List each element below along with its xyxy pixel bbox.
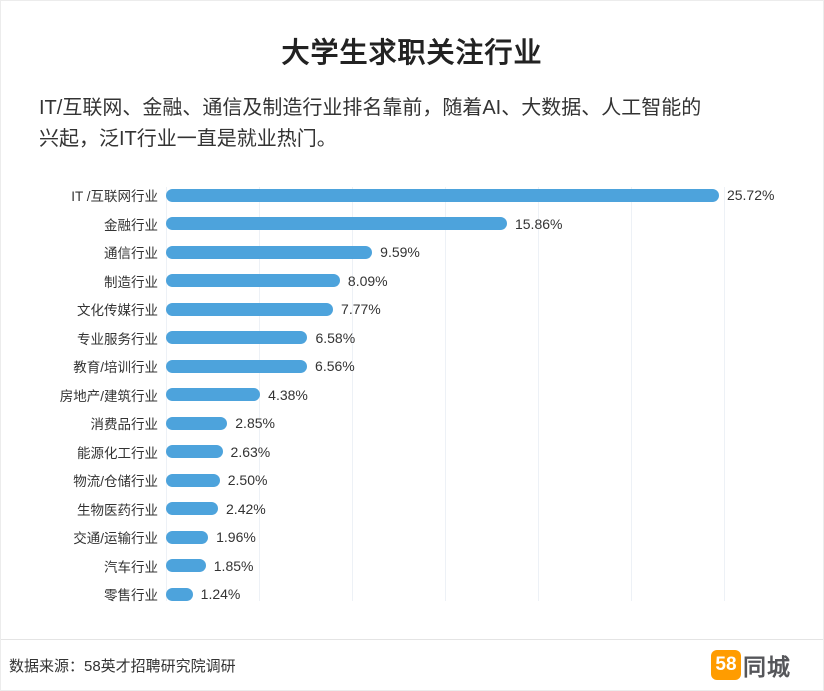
value-label: 2.63% xyxy=(230,443,271,460)
bar-track: 7.77% xyxy=(166,301,785,317)
chart-row: 能源化工行业 2.63% xyxy=(39,438,785,467)
category-label: 文化传媒行业 xyxy=(77,303,158,319)
category-label: 金融行业 xyxy=(104,217,158,233)
category-label: 物流/仓储行业 xyxy=(73,474,158,490)
bar-track: 2.42% xyxy=(166,501,785,517)
bar-track: 6.58% xyxy=(166,330,785,346)
subtitle-line-1: IT/互联网、金融、通信及制造行业排名靠前，随着AI、大数据、人工智能的 xyxy=(39,97,702,119)
footer: 数据来源：58英才招聘研究院调研 58 同城 xyxy=(1,639,823,690)
bar xyxy=(166,530,209,544)
category-label: 消费品行业 xyxy=(90,417,159,433)
bar xyxy=(166,388,261,402)
bar-track: 6.56% xyxy=(166,358,785,374)
bar-track: 2.85% xyxy=(166,415,785,431)
bar xyxy=(166,587,193,601)
value-label: 25.72% xyxy=(726,187,775,204)
data-source-label: 数据来源：58英才招聘研究院调研 xyxy=(9,657,236,675)
chart-row: 专业服务行业 6.58% xyxy=(39,324,785,353)
value-label: 2.42% xyxy=(226,500,266,517)
chart-row: IT /互联网行业 25.72% xyxy=(39,181,785,210)
value-label: 2.50% xyxy=(227,472,268,489)
bar-track: 8.09% xyxy=(166,273,785,289)
chart-row: 物流/仓储行业 2.50% xyxy=(39,466,785,495)
category-label: 能源化工行业 xyxy=(77,445,158,461)
logo-58-badge: 58 xyxy=(711,650,741,680)
bar xyxy=(166,359,308,373)
category-label: 零售行业 xyxy=(104,588,158,604)
chart-row: 生物医药行业 2.42% xyxy=(39,495,785,524)
bar xyxy=(166,473,220,487)
category-label: 房地产/建筑行业 xyxy=(59,388,158,404)
chart-row: 教育/培训行业 6.56% xyxy=(39,352,785,381)
bar-track: 9.59% xyxy=(166,244,785,260)
bar xyxy=(166,331,308,345)
bar-track: 15.86% xyxy=(166,216,785,232)
chart-row: 汽车行业 1.85% xyxy=(39,552,785,581)
chart-row: 房地产/建筑行业 4.38% xyxy=(39,381,785,410)
value-label: 8.09% xyxy=(347,272,388,289)
bar xyxy=(166,559,206,573)
chart-row: 金融行业 15.86% xyxy=(39,210,785,239)
category-label: 教育/培训行业 xyxy=(73,360,158,376)
bar-track: 2.63% xyxy=(166,444,785,460)
category-label: 交通/运输行业 xyxy=(73,531,158,547)
chart-row: 通信行业 9.59% xyxy=(39,238,785,267)
value-label: 15.86% xyxy=(514,215,563,232)
bar xyxy=(166,274,340,288)
bar xyxy=(166,217,507,231)
bar-track: 4.38% xyxy=(166,387,785,403)
chart-row: 制造行业 8.09% xyxy=(39,267,785,296)
bar-track: 1.24% xyxy=(166,586,785,602)
value-label: 4.38% xyxy=(268,386,308,403)
subtitle-line-2: 兴起，泛IT行业一直是就业热门。 xyxy=(39,128,337,150)
category-label: 制造行业 xyxy=(104,274,158,290)
bar xyxy=(166,445,223,459)
logo-58-text: 同城 xyxy=(743,654,791,680)
chart-row: 交通/运输行业 1.96% xyxy=(39,523,785,552)
page-title: 大学生求职关注行业 xyxy=(281,37,543,68)
value-label: 9.59% xyxy=(380,244,420,261)
bar-track: 1.85% xyxy=(166,558,785,574)
bar xyxy=(166,502,219,516)
bar-track: 25.72% xyxy=(166,187,785,203)
chart-row: 文化传媒行业 7.77% xyxy=(39,295,785,324)
category-label: 生物医药行业 xyxy=(77,502,158,518)
bar xyxy=(166,416,228,430)
category-label: IT /互联网行业 xyxy=(71,189,158,205)
category-label: 汽车行业 xyxy=(104,559,158,575)
category-label: 通信行业 xyxy=(104,246,158,262)
chart-row: 零售行业 1.24% xyxy=(39,580,785,609)
value-label: 2.85% xyxy=(235,415,275,432)
logo-58tongcheng: 58 同城 xyxy=(711,648,791,682)
bar xyxy=(166,188,719,202)
bar-track: 2.50% xyxy=(166,472,785,488)
value-label: 6.56% xyxy=(315,358,355,375)
value-label: 1.24% xyxy=(200,586,241,603)
value-label: 6.58% xyxy=(315,329,356,346)
value-label: 7.77% xyxy=(341,301,381,318)
value-label: 1.85% xyxy=(213,557,254,574)
bar-chart-rows: IT /互联网行业 25.72% 金融行业 15.86% 通信行业 9.59% 制造行业 8.… xyxy=(39,181,785,609)
subtitle: IT/互联网、金融、通信及制造行业排名靠前，随着AI、大数据、人工智能的 兴起，… xyxy=(39,93,785,155)
category-label: 专业服务行业 xyxy=(77,331,158,347)
bar xyxy=(166,302,334,316)
bar-chart: IT /互联网行业 25.72% 金融行业 15.86% 通信行业 9.59% 制造行业 8.… xyxy=(39,181,785,639)
bar-track: 1.96% xyxy=(166,529,785,545)
chart-row: 消费品行业 2.85% xyxy=(39,409,785,438)
value-label: 1.96% xyxy=(216,529,256,546)
bar xyxy=(166,245,373,259)
